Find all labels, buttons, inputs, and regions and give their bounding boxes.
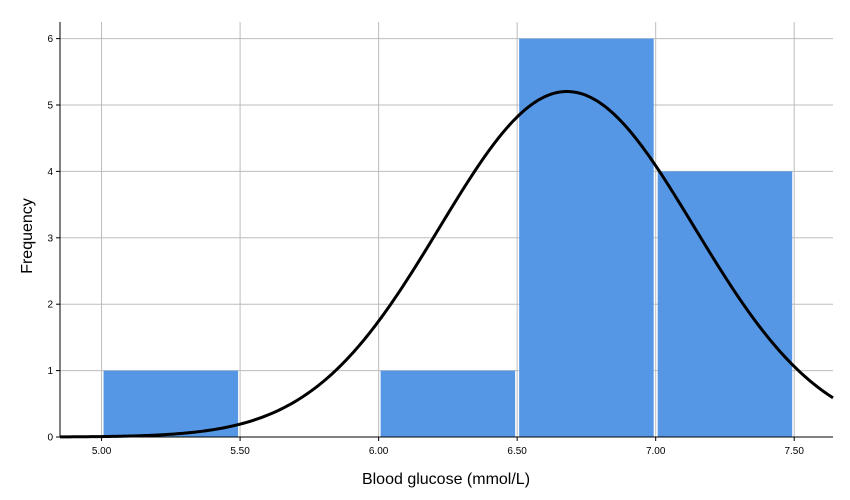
y-tick-label: 0 [47,433,53,444]
y-tick-label: 4 [47,167,53,178]
x-tick-labels: 5.00 5.50 6.00 6.50 7.00 7.50 [92,446,805,457]
x-tick-label: 5.50 [230,446,250,457]
histogram-bar [103,370,239,437]
y-axis-title: Frequency [19,198,36,274]
gridlines [60,22,833,437]
axes [56,22,833,441]
normal-curve-layer [59,89,834,439]
histogram-bar [657,171,793,437]
normal-curve [59,89,834,439]
x-tick-label: 7.50 [784,446,804,457]
x-tick-label: 6.00 [369,446,389,457]
y-tick-label: 5 [47,101,53,112]
y-tick-label: 1 [47,366,53,377]
x-tick-label: 7.00 [646,446,666,457]
x-tick-label: 6.50 [507,446,527,457]
x-axis-title: Blood glucose (mmol/L) [362,471,530,488]
bars [103,38,793,437]
y-tick-label: 3 [47,233,53,244]
histogram-bar [380,370,516,437]
x-tick-label: 5.00 [92,446,112,457]
y-tick-label: 2 [47,300,53,311]
y-tick-labels: 0 1 2 3 4 5 6 [47,34,53,443]
histogram-bar [519,38,654,437]
y-tick-label: 6 [47,34,53,45]
